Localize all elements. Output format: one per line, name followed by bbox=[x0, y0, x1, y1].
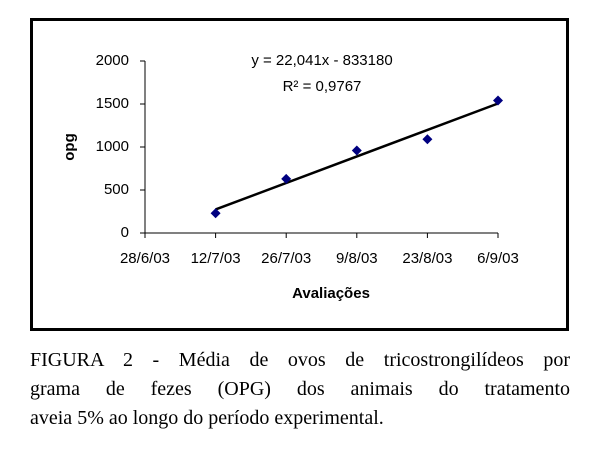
equation: y = 22,041x - 833180 bbox=[251, 52, 392, 69]
x-axis-label: Avaliações bbox=[292, 285, 370, 302]
chart: y = 22,041x - 833180 R² = 0,9767 Avaliaç… bbox=[30, 18, 569, 331]
trendline bbox=[215, 102, 499, 211]
y-tick-label: 500 bbox=[104, 181, 129, 198]
y-tick-label: 2000 bbox=[96, 52, 129, 69]
caption-line: FIGURA 2 - Média de ovos de tricostrongi… bbox=[30, 349, 570, 371]
x-tick-label: 6/9/03 bbox=[477, 250, 519, 267]
x-tick-label: 23/8/03 bbox=[402, 250, 452, 267]
point bbox=[422, 134, 433, 145]
x-tick-label: 26/7/03 bbox=[261, 250, 311, 267]
x-tick-label: 12/7/03 bbox=[191, 250, 241, 267]
caption-line: grama de fezes (OPG) dos animais do trat… bbox=[30, 378, 570, 400]
y-tick-label: 1500 bbox=[96, 95, 129, 112]
caption: FIGURA 2 - Média de ovos de tricostrongi… bbox=[30, 346, 570, 433]
point bbox=[493, 95, 503, 106]
point bbox=[351, 145, 362, 156]
x-tick-label: 9/8/03 bbox=[336, 250, 378, 267]
y-axis-label: opg bbox=[61, 133, 78, 161]
y-tick-label: 0 bbox=[121, 224, 129, 241]
chart-border bbox=[30, 18, 569, 331]
point bbox=[210, 208, 221, 219]
point bbox=[281, 173, 292, 184]
r-squared: R² = 0,9767 bbox=[283, 78, 362, 95]
caption-line: aveia 5% ao longo do período experimenta… bbox=[30, 407, 384, 429]
y-tick-label: 1000 bbox=[96, 138, 129, 155]
x-tick-label: 28/6/03 bbox=[120, 250, 170, 267]
